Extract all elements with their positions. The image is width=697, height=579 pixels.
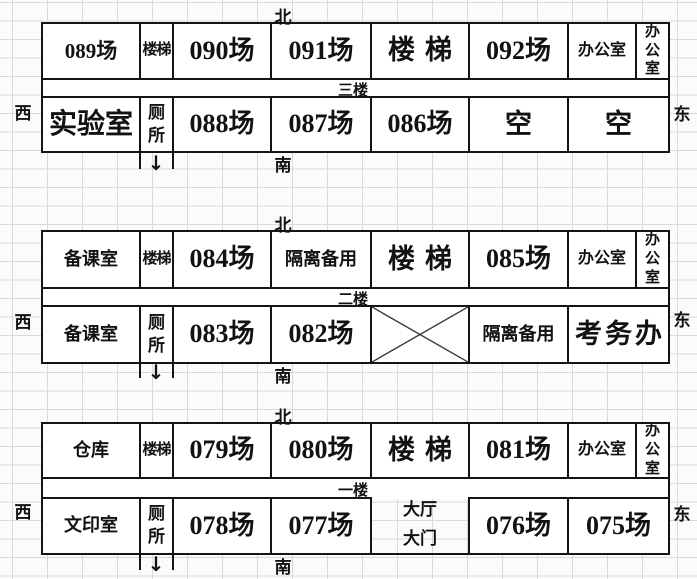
f1-room-081: 081场 [468,422,569,479]
f2-crossed-out-room [370,305,470,364]
f1-west-label: 西 [14,503,32,522]
f1-stair-exit-line-right [172,555,174,570]
f3-room-087: 087场 [270,96,372,153]
f3-down-arrow-icon: ↓ [147,151,165,175]
f2-north-label: 北 [274,216,292,235]
f1-room-079: 079场 [172,422,272,479]
f1-print-room: 文印室 [41,497,141,555]
f3-south-label: 南 [274,156,292,175]
cross-mark-icon [372,307,468,362]
f3-room-088: 088场 [172,96,272,153]
f2-office: 办公室 [567,230,637,289]
f2-stair-exit-line-right [172,362,174,378]
f2-office-vertical: 办 公 室 [635,230,670,289]
f3-toilet: 厕 所 [139,96,174,153]
f2-toilet: 厕 所 [139,305,174,364]
f1-toilet: 厕 所 [139,497,174,555]
f2-west-label: 西 [14,313,32,332]
f1-floor-label: 一楼 [337,483,368,499]
f1-office: 办公室 [567,422,637,479]
f1-office-vertical: 办 公 室 [635,422,670,479]
f1-room-077: 077场 [270,497,372,555]
f1-warehouse: 仓库 [41,422,141,479]
f1-room-076: 076场 [468,497,569,555]
f1-east-label: 东 [673,505,691,524]
f2-room-085: 085场 [468,230,569,289]
f2-corridor [41,287,670,307]
f3-stairs-left: 楼梯 [139,22,174,80]
f1-hall-gate: 大厅 大门 [370,497,470,555]
f3-lab-room: 实验室 [41,96,141,153]
f3-stairs-center: 楼梯 [370,22,470,80]
f3-room-089: 089场 [41,22,141,80]
f3-room-092: 092场 [468,22,569,80]
f1-north-label: 北 [274,408,292,427]
f3-room-086: 086场 [370,96,470,153]
f2-stairs-left: 楼梯 [139,230,174,289]
f3-floor-label: 三楼 [337,83,368,99]
f1-room-080: 080场 [270,422,372,479]
f3-office: 办公室 [567,22,637,80]
f1-room-078: 078场 [172,497,272,555]
f2-stair-exit-line-left [139,362,141,378]
f3-corridor [41,78,670,98]
f1-corridor [41,477,670,499]
f1-stair-exit-line-left [139,555,141,570]
f3-empty-room-2: 空 [567,96,670,153]
f3-west-label: 西 [14,104,32,123]
f3-room-090: 090场 [172,22,272,80]
f2-isolation-reserve-bottom: 隔离备用 [468,305,569,364]
f2-prep-room-bottom: 备课室 [41,305,141,364]
f1-down-arrow-icon: ↓ [147,552,165,576]
f2-down-arrow-icon: ↓ [147,360,165,384]
f2-room-084: 084场 [172,230,272,289]
f3-east-label: 东 [673,105,691,124]
f3-north-label: 北 [274,8,292,27]
f2-isolation-reserve-top: 隔离备用 [270,230,372,289]
f1-room-075: 075场 [567,497,670,555]
f2-room-083: 083场 [172,305,272,364]
f1-stairs-center: 楼梯 [370,422,470,479]
f3-stair-exit-line-left [139,153,141,169]
f2-prep-room-top: 备课室 [41,230,141,289]
f2-room-082: 082场 [270,305,372,364]
f2-east-label: 东 [673,311,691,330]
f3-office-vertical: 办 公 室 [635,22,670,80]
f3-room-091: 091场 [270,22,372,80]
f1-stairs-left: 楼梯 [139,422,174,479]
f2-south-label: 南 [274,367,292,386]
f3-stair-exit-line-right [172,153,174,169]
f3-empty-room-1: 空 [468,96,569,153]
f1-south-label: 南 [274,558,292,577]
f2-exam-affairs-office: 考务办 [567,305,670,364]
f2-floor-label: 二楼 [337,292,368,308]
f2-stairs-center: 楼梯 [370,230,470,289]
